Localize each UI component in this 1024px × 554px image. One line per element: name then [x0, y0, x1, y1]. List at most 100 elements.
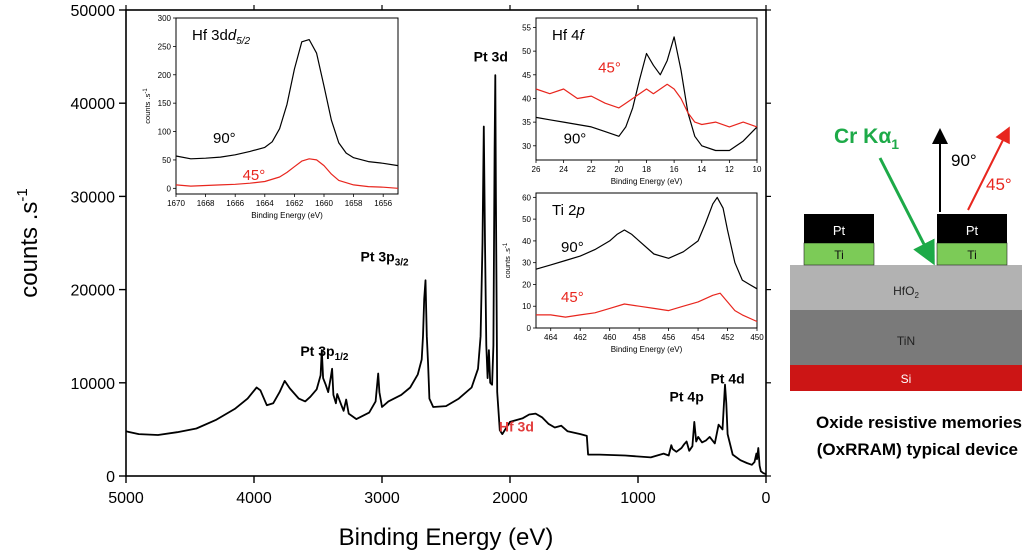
hf4f-x-tick-label: 22 [587, 165, 596, 174]
hf4f-curve-label-1: 45° [598, 59, 621, 76]
ti2p-y-tick-label: 60 [522, 193, 531, 202]
peak-label-5: Pt 4p [670, 388, 704, 404]
pt-contact-right [937, 214, 1007, 243]
hf3d-y-tick-label: 150 [158, 99, 172, 108]
peak-label-4: Hf 3d [499, 418, 534, 434]
oxrram-device-diagram: HfO2 TiN Si Pt Ti Pt Ti Cr Kα1 90° 45° Oxide resis… [790, 125, 1022, 459]
peak-label-1: Pt 3d [474, 48, 508, 64]
ti2p-x-tick-label: 456 [662, 333, 676, 342]
hf3d-x-tick-label: 1662 [286, 199, 304, 208]
emission-45-arrow [967, 126, 1010, 211]
ti2p-curve-label-2: 45° [561, 289, 584, 306]
device-caption-line2: (OxRRAM) typical device [817, 440, 1018, 459]
hf4f-x-tick-label: 24 [559, 165, 568, 174]
survey-y-tick-label: 10000 [71, 376, 116, 393]
inset-hf4f-plot: 26 24 22 20 18 16 14 12 10 30 35 40 45 50 55 Binding En… [522, 17, 762, 186]
survey-y-tick-label: 20000 [71, 283, 116, 300]
survey-x-tick-label: 1000 [620, 490, 656, 507]
survey-y-tick-label: 30000 [71, 189, 116, 206]
ti2p-x-tick-label: 460 [603, 333, 617, 342]
hf3d-y-tick-label: 300 [158, 14, 172, 23]
hf3d-y-tick-label: 250 [158, 42, 172, 51]
hf3d-y-tick-label: 100 [158, 128, 172, 137]
survey-x-tick-label: 0 [762, 490, 771, 507]
hf3d-x-tick-label: 1658 [345, 199, 363, 208]
hf3d-series-2 [175, 158, 399, 189]
hf4f-curve-label-2: 90° [564, 130, 587, 147]
ti2p-curve-label-1: 90° [561, 239, 584, 256]
ti2p-y-tick-label: 30 [522, 259, 531, 268]
ti2p-y-tick-label: 40 [522, 237, 531, 246]
hf4f-x-tick-label: 14 [697, 165, 706, 174]
hf3d-curve-label-2: 45° [243, 167, 266, 184]
ti-label-left: Ti [834, 248, 844, 262]
hf3d-y-tick-label: 200 [158, 71, 172, 80]
tin-label: TiN [897, 334, 915, 348]
survey-y-tick-label: 40000 [71, 96, 116, 113]
ti2p-y-tick-label: 50 [522, 215, 531, 224]
hf4f-x-tick-label: 18 [642, 165, 651, 174]
inset-ti2p-plot: 464 462 460 458 456 454 452 450 0 10 20 30 40 50 60 Bin… [503, 192, 764, 354]
hf4f-y-tick-label: 45 [522, 71, 531, 80]
ti2p-x-axis-title: Binding Energy (eV) [611, 345, 683, 354]
survey-x-tick-label: 4000 [236, 490, 272, 507]
si-layer [790, 364, 1022, 391]
hfo2-layer [790, 265, 1022, 310]
ti2p-x-tick-label: 464 [544, 333, 558, 342]
hf4f-y-tick-label: 55 [522, 23, 531, 32]
survey-x-axis-title: Binding Energy (eV) [339, 524, 554, 551]
hf4f-y-tick-label: 50 [522, 47, 531, 56]
tin-layer [790, 309, 1022, 365]
ti-label-right: Ti [967, 248, 977, 262]
hf3d-series-1 [175, 39, 399, 167]
ti2p-series-2 [536, 292, 758, 323]
hf3d-title: Hf 3dd5/2 [192, 27, 251, 47]
ti2p-y-axis-title: counts .s-1 [503, 242, 512, 278]
hf4f-x-tick-label: 16 [670, 165, 679, 174]
angle-90-label: 90° [951, 151, 977, 170]
hf4f-y-tick-label: 30 [522, 142, 531, 151]
hf4f-x-tick-label: 20 [614, 165, 623, 174]
survey-x-tick-label: 5000 [108, 490, 144, 507]
hf4f-title: Hf 4f [552, 27, 586, 44]
ti2p-x-tick-label: 450 [750, 333, 764, 342]
pt-label-right: Pt [966, 223, 979, 238]
ti2p-series-1 [535, 196, 758, 290]
hf3d-x-tick-label: 1668 [197, 199, 215, 208]
hf3d-x-axis-title: Binding Energy (eV) [251, 211, 323, 220]
survey-y-tick-label: 50000 [71, 3, 116, 20]
ti2p-x-tick-label: 454 [691, 333, 705, 342]
hf3d-y-tick-label: 0 [167, 184, 172, 193]
ti2p-y-tick-label: 0 [527, 324, 532, 333]
survey-y-tick-label: 0 [106, 469, 115, 486]
survey-series-1 [125, 74, 767, 475]
hf3d-x-tick-label: 1666 [226, 199, 244, 208]
survey-x-tick-label: 2000 [492, 490, 528, 507]
angle-45-label: 45° [986, 175, 1012, 194]
ti2p-y-tick-label: 20 [522, 280, 531, 289]
ti2p-frame [535, 192, 758, 329]
hf4f-series-1 [535, 36, 758, 152]
inset-hf3d-plot: 1670 1668 1666 1664 1662 1660 1658 1656 0 50 100 15… [143, 14, 399, 220]
hf3d-x-tick-label: 1656 [374, 199, 392, 208]
hf4f-x-tick-label: 10 [753, 165, 762, 174]
pt-contact-left [804, 214, 874, 243]
hf4f-x-tick-label: 26 [532, 165, 541, 174]
cr-kalpha-label: Cr Kα1 [834, 125, 899, 152]
ti2p-x-tick-label: 458 [632, 333, 646, 342]
ti2p-x-tick-label: 462 [574, 333, 588, 342]
peak-label-6: Pt 4d [710, 371, 744, 387]
hf4f-y-tick-label: 35 [522, 118, 531, 127]
hf3d-x-tick-label: 1660 [315, 199, 333, 208]
hfo2-label: HfO2 [893, 284, 919, 300]
hf3d-x-tick-label: 1670 [167, 199, 185, 208]
hf4f-x-axis-title: Binding Energy (eV) [611, 177, 683, 186]
hf4f-y-tick-label: 40 [522, 94, 531, 103]
hf3d-x-tick-label: 1664 [256, 199, 274, 208]
hf4f-x-tick-label: 12 [725, 165, 734, 174]
pt-label-left: Pt [833, 223, 846, 238]
device-caption-line1: Oxide resistive memories [816, 413, 1022, 432]
ti2p-y-tick-label: 10 [522, 302, 531, 311]
incident-xray-arrow [878, 157, 935, 266]
